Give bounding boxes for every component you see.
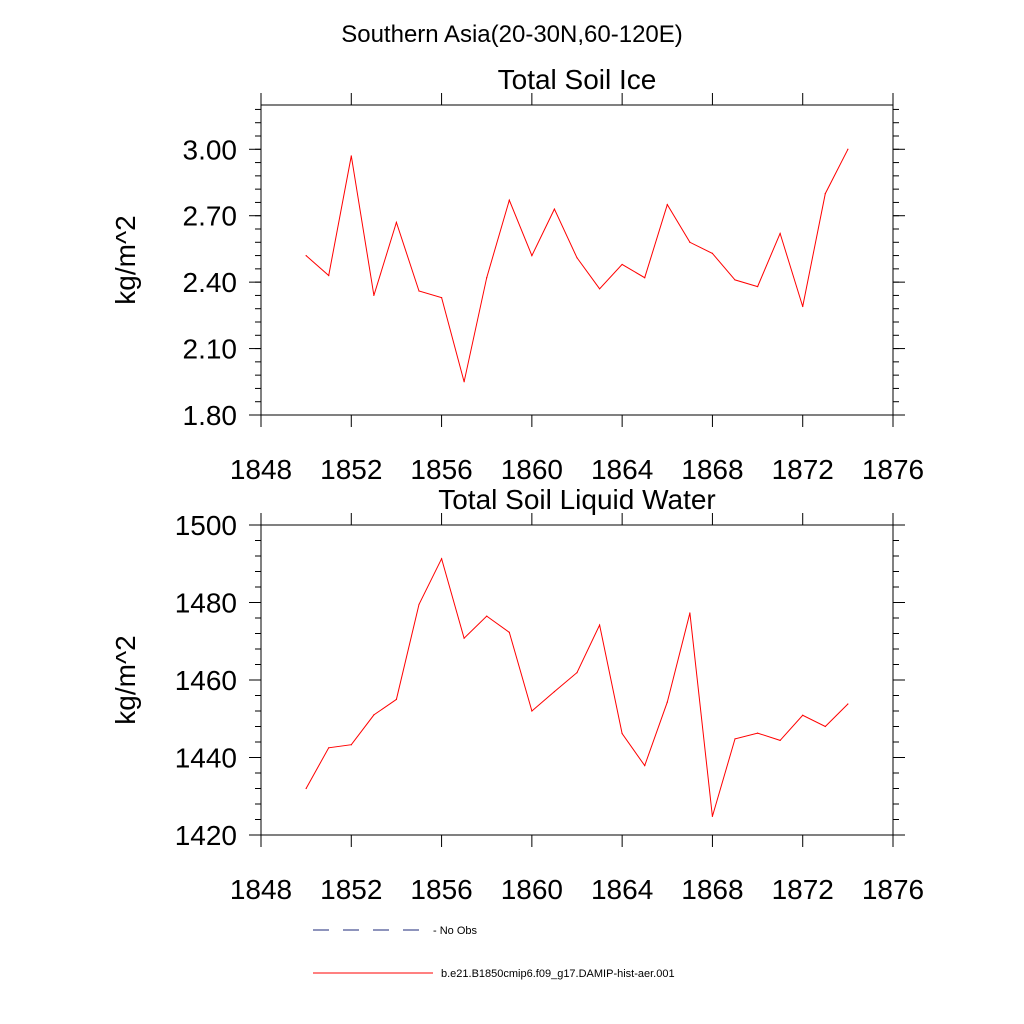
data-point: [666, 701, 668, 703]
data-point: [779, 232, 781, 235]
y-tick-label: 1480: [175, 588, 237, 619]
data-point: [689, 241, 691, 243]
data-point: [463, 381, 465, 383]
data-point: [350, 155, 352, 157]
y-tick-label: 3.00: [183, 134, 238, 165]
data-point: [508, 631, 510, 633]
data-point: [418, 290, 420, 292]
data-point: [756, 285, 759, 288]
y-tick-label: 1440: [175, 743, 237, 774]
data-point: [576, 672, 578, 674]
data-point: [486, 277, 488, 279]
chart-panel-2: Total Soil Liquid Water kg/m^2 1848 1852 185…: [110, 484, 924, 905]
data-point: [373, 294, 375, 297]
data-point: [847, 148, 849, 150]
x-tick-label: 1860: [501, 874, 563, 905]
chart-title: Total Soil Liquid Water: [438, 484, 716, 515]
y-tick-label: 2.10: [183, 334, 238, 365]
x-tick-label: 1860: [501, 454, 563, 485]
data-point: [350, 744, 352, 746]
plot-frame: [260, 524, 894, 836]
y-tick-label: 2.70: [183, 201, 238, 232]
data-point: [734, 279, 736, 281]
data-point: [598, 624, 601, 626]
data-point: [486, 615, 488, 617]
data-point: [711, 252, 714, 254]
data-point: [553, 691, 556, 693]
x-tick-label: 1848: [230, 874, 292, 905]
data-point: [598, 288, 601, 290]
data-point: [395, 698, 398, 700]
data-point: [756, 732, 759, 734]
legend: - No Obs b.e21.B1850cmip6.f09_g17.DAMIP-…: [313, 925, 675, 980]
legend-obs-label: - No Obs: [433, 925, 478, 937]
data-point: [531, 254, 533, 257]
x-tick-label: 1876: [862, 454, 924, 485]
y-axis-label: kg/m^2: [110, 215, 141, 304]
x-tick-label: 1872: [772, 874, 834, 905]
data-point: [395, 221, 398, 223]
data-point: [666, 204, 668, 206]
data-point: [802, 714, 804, 716]
y-tick-label: 1500: [175, 510, 237, 541]
data-point: [373, 714, 375, 716]
x-tick-label: 1868: [681, 874, 743, 905]
x-tick-label: 1852: [320, 454, 382, 485]
y-tick-label: 2.40: [183, 267, 238, 298]
data-point: [824, 725, 826, 728]
x-tick-label: 1872: [772, 454, 834, 485]
x-tick-label: 1876: [862, 874, 924, 905]
data-point: [621, 263, 623, 266]
x-tick-label: 1864: [591, 454, 653, 485]
figure-suptitle: Southern Asia(20-30N,60-120E): [341, 21, 683, 48]
data-point: [802, 305, 804, 308]
y-axis-label: kg/m^2: [110, 635, 141, 724]
data-point: [711, 815, 714, 818]
data-point: [328, 274, 330, 277]
legend-model-label: b.e21.B1850cmip6.f09_g17.DAMIP-hist-aer.…: [441, 968, 675, 980]
x-tick-label: 1852: [320, 874, 382, 905]
data-point: [440, 558, 443, 560]
x-tick-label: 1868: [681, 454, 743, 485]
panels: Total Soil Ice kg/m^2 1848 1852 1856 1860 1864…: [110, 64, 924, 905]
data-point: [328, 747, 330, 749]
data-point: [824, 192, 826, 195]
y-tick-label: 1.80: [183, 400, 238, 431]
data-point: [621, 732, 623, 735]
data-point: [779, 739, 781, 742]
data-point: [508, 199, 510, 201]
data-point: [440, 297, 443, 299]
series-line-1: [305, 557, 849, 817]
series-line-1: [305, 149, 849, 382]
data-point: [644, 765, 646, 767]
data-point: [531, 710, 533, 712]
x-tick-label: 1864: [591, 874, 653, 905]
plot-frame: [260, 104, 894, 416]
data-point: [734, 738, 736, 740]
data-point: [418, 603, 420, 606]
y-tick-label: 1460: [175, 665, 237, 696]
data-point: [644, 277, 646, 279]
data-point: [553, 208, 556, 210]
chart-title: Total Soil Ice: [498, 64, 657, 95]
data-point: [847, 703, 849, 705]
y-tick-label: 1420: [175, 820, 237, 851]
x-tick-label: 1856: [410, 874, 472, 905]
x-tick-label: 1856: [410, 454, 472, 485]
x-tick-label: 1848: [230, 454, 292, 485]
data-point: [576, 257, 578, 259]
data-point: [305, 254, 307, 257]
data-point: [305, 787, 307, 790]
data-point: [689, 612, 691, 614]
data-point: [463, 637, 465, 639]
chart-panel-1: Total Soil Ice kg/m^2 1848 1852 1856 1860 1864…: [110, 64, 924, 485]
